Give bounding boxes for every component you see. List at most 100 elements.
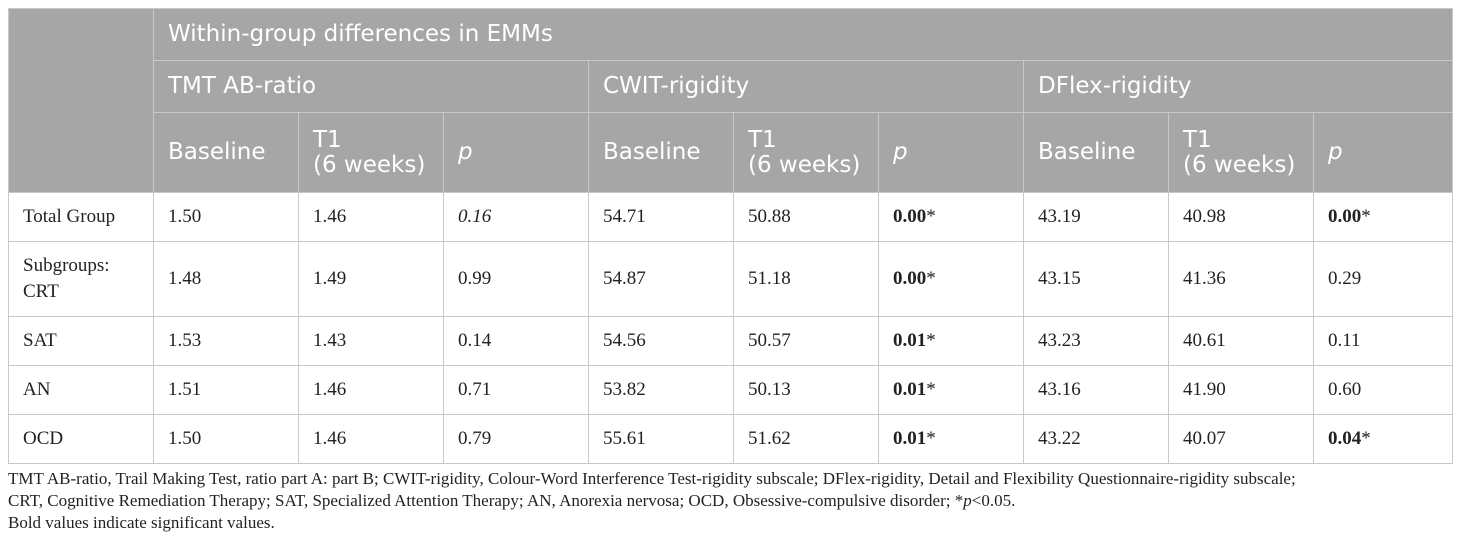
row-label: SAT	[8, 316, 154, 366]
tmt-baseline-cell: 1.48	[153, 241, 299, 317]
p-value: 0.29	[1328, 268, 1362, 289]
measure-header-tmt: TMT AB-ratio	[153, 60, 589, 113]
row-label: Subgroups: CRT	[8, 241, 154, 317]
footnote-line-3: Bold values indicate significant values.	[8, 513, 275, 532]
tmt-baseline-cell: 1.50	[153, 414, 299, 464]
measure-header-dflex: DFlex-rigidity	[1022, 60, 1454, 113]
dflex-p-cell: 0.29	[1312, 241, 1454, 317]
dflex-p-cell: 0.04*	[1312, 414, 1454, 464]
results-table-container: Within-group differences in EMMs TMT AB-…	[8, 8, 1454, 464]
t1-sublabel: (6 weeks)	[1183, 151, 1296, 178]
table-row: OCD 1.50 1.46 0.79 55.61 51.62 0.01* 43.…	[8, 414, 1454, 464]
table-row: Total Group 1.50 1.46 0.16 54.71 50.88 0…	[8, 192, 1454, 242]
row-label: OCD	[8, 414, 154, 464]
tmt-t1-header: T1 (6 weeks)	[298, 112, 444, 193]
footnote-line-2-text: CRT, Cognitive Remediation Therapy; SAT,…	[8, 491, 964, 510]
dflex-t1-cell: 41.90	[1168, 365, 1314, 415]
dflex-p-cell: 0.00*	[1312, 192, 1454, 242]
cwit-t1-cell: 50.88	[733, 192, 879, 242]
significance-mark: *	[926, 379, 936, 400]
t1-label: T1	[1183, 126, 1212, 153]
dflex-baseline-cell: 43.15	[1023, 241, 1169, 317]
tmt-p-cell: 0.14	[443, 316, 589, 366]
tmt-p-cell: 0.71	[443, 365, 589, 415]
p-value: 0.01	[893, 330, 927, 351]
cwit-p-cell: 0.00*	[878, 192, 1024, 242]
t1-sublabel: (6 weeks)	[748, 151, 861, 178]
tmt-t1-cell: 1.49	[298, 241, 444, 317]
p-value: 0.00	[893, 268, 927, 289]
tmt-p-cell: 0.16	[443, 192, 589, 242]
dflex-t1-cell: 40.98	[1168, 192, 1314, 242]
cwit-baseline-cell: 54.56	[588, 316, 734, 366]
row-label: AN	[8, 365, 154, 415]
cwit-p-cell: 0.01*	[878, 414, 1024, 464]
cwit-t1-cell: 50.57	[733, 316, 879, 366]
footnote-line-1: TMT AB-ratio, Trail Making Test, ratio p…	[8, 469, 1296, 488]
dflex-t1-cell: 40.07	[1168, 414, 1314, 464]
tmt-baseline-cell: 1.50	[153, 192, 299, 242]
cwit-t1-cell: 50.13	[733, 365, 879, 415]
footnote-p-symbol: p	[963, 491, 972, 510]
t1-label: T1	[313, 126, 342, 153]
tmt-p-cell: 0.79	[443, 414, 589, 464]
dflex-p-cell: 0.11	[1312, 316, 1454, 366]
significance-mark: *	[926, 206, 936, 227]
tmt-baseline-header: Baseline	[153, 112, 299, 193]
row-label: Total Group	[8, 192, 154, 242]
group-title-header: Within-group differences in EMMs	[152, 8, 1454, 61]
dflex-baseline-header: Baseline	[1023, 112, 1169, 193]
cwit-baseline-header: Baseline	[588, 112, 734, 193]
cwit-t1-header: T1 (6 weeks)	[733, 112, 879, 193]
p-value: 0.04	[1328, 428, 1362, 449]
tmt-t1-cell: 1.46	[298, 414, 444, 464]
cwit-t1-cell: 51.18	[733, 241, 879, 317]
p-value: 0.11	[1328, 330, 1361, 351]
tmt-p-cell: 0.99	[443, 241, 589, 317]
tmt-baseline-cell: 1.51	[153, 365, 299, 415]
results-table: Within-group differences in EMMs TMT AB-…	[8, 8, 1454, 464]
p-value: 0.01	[893, 379, 927, 400]
significance-mark: *	[926, 268, 936, 289]
cwit-baseline-cell: 54.71	[588, 192, 734, 242]
table-row: AN 1.51 1.46 0.71 53.82 50.13 0.01* 43.1…	[8, 365, 1454, 415]
significance-mark: *	[1361, 206, 1371, 227]
table-footnote: TMT AB-ratio, Trail Making Test, ratio p…	[8, 468, 1452, 534]
row-label-line1: Subgroups:	[23, 255, 110, 276]
table-header: Within-group differences in EMMs TMT AB-…	[8, 8, 1454, 193]
tmt-t1-cell: 1.46	[298, 365, 444, 415]
footnote-line-2: CRT, Cognitive Remediation Therapy; SAT,…	[8, 490, 1452, 512]
tmt-t1-cell: 1.46	[298, 192, 444, 242]
measure-header-cwit: CWIT-rigidity	[588, 60, 1024, 113]
dflex-baseline-cell: 43.19	[1023, 192, 1169, 242]
significance-mark: *	[926, 428, 936, 449]
significance-mark: *	[926, 330, 936, 351]
tmt-baseline-cell: 1.53	[153, 316, 299, 366]
significance-mark: *	[1361, 428, 1371, 449]
t1-label: T1	[748, 126, 777, 153]
row-label-line2: CRT	[23, 281, 59, 302]
tmt-t1-cell: 1.43	[298, 316, 444, 366]
footnote-threshold: <0.05.	[971, 491, 1016, 510]
cwit-t1-cell: 51.62	[733, 414, 879, 464]
p-value: 0.60	[1328, 379, 1362, 400]
dflex-t1-cell: 41.36	[1168, 241, 1314, 317]
cwit-baseline-cell: 54.87	[588, 241, 734, 317]
dflex-baseline-cell: 43.23	[1023, 316, 1169, 366]
t1-sublabel: (6 weeks)	[313, 151, 426, 178]
cwit-baseline-cell: 55.61	[588, 414, 734, 464]
dflex-t1-header: T1 (6 weeks)	[1168, 112, 1314, 193]
p-value: 0.01	[893, 428, 927, 449]
dflex-baseline-cell: 43.22	[1023, 414, 1169, 464]
dflex-p-header: p	[1312, 112, 1454, 193]
cwit-p-header: p	[878, 112, 1024, 193]
tmt-p-header: p	[443, 112, 589, 193]
cwit-p-cell: 0.01*	[878, 365, 1024, 415]
table-body: Total Group 1.50 1.46 0.16 54.71 50.88 0…	[8, 192, 1454, 464]
table-row: SAT 1.53 1.43 0.14 54.56 50.57 0.01* 43.…	[8, 316, 1454, 366]
p-value: 0.00	[893, 206, 927, 227]
cwit-baseline-cell: 53.82	[588, 365, 734, 415]
cwit-p-cell: 0.00*	[878, 241, 1024, 317]
cwit-p-cell: 0.01*	[878, 316, 1024, 366]
dflex-p-cell: 0.60	[1312, 365, 1454, 415]
